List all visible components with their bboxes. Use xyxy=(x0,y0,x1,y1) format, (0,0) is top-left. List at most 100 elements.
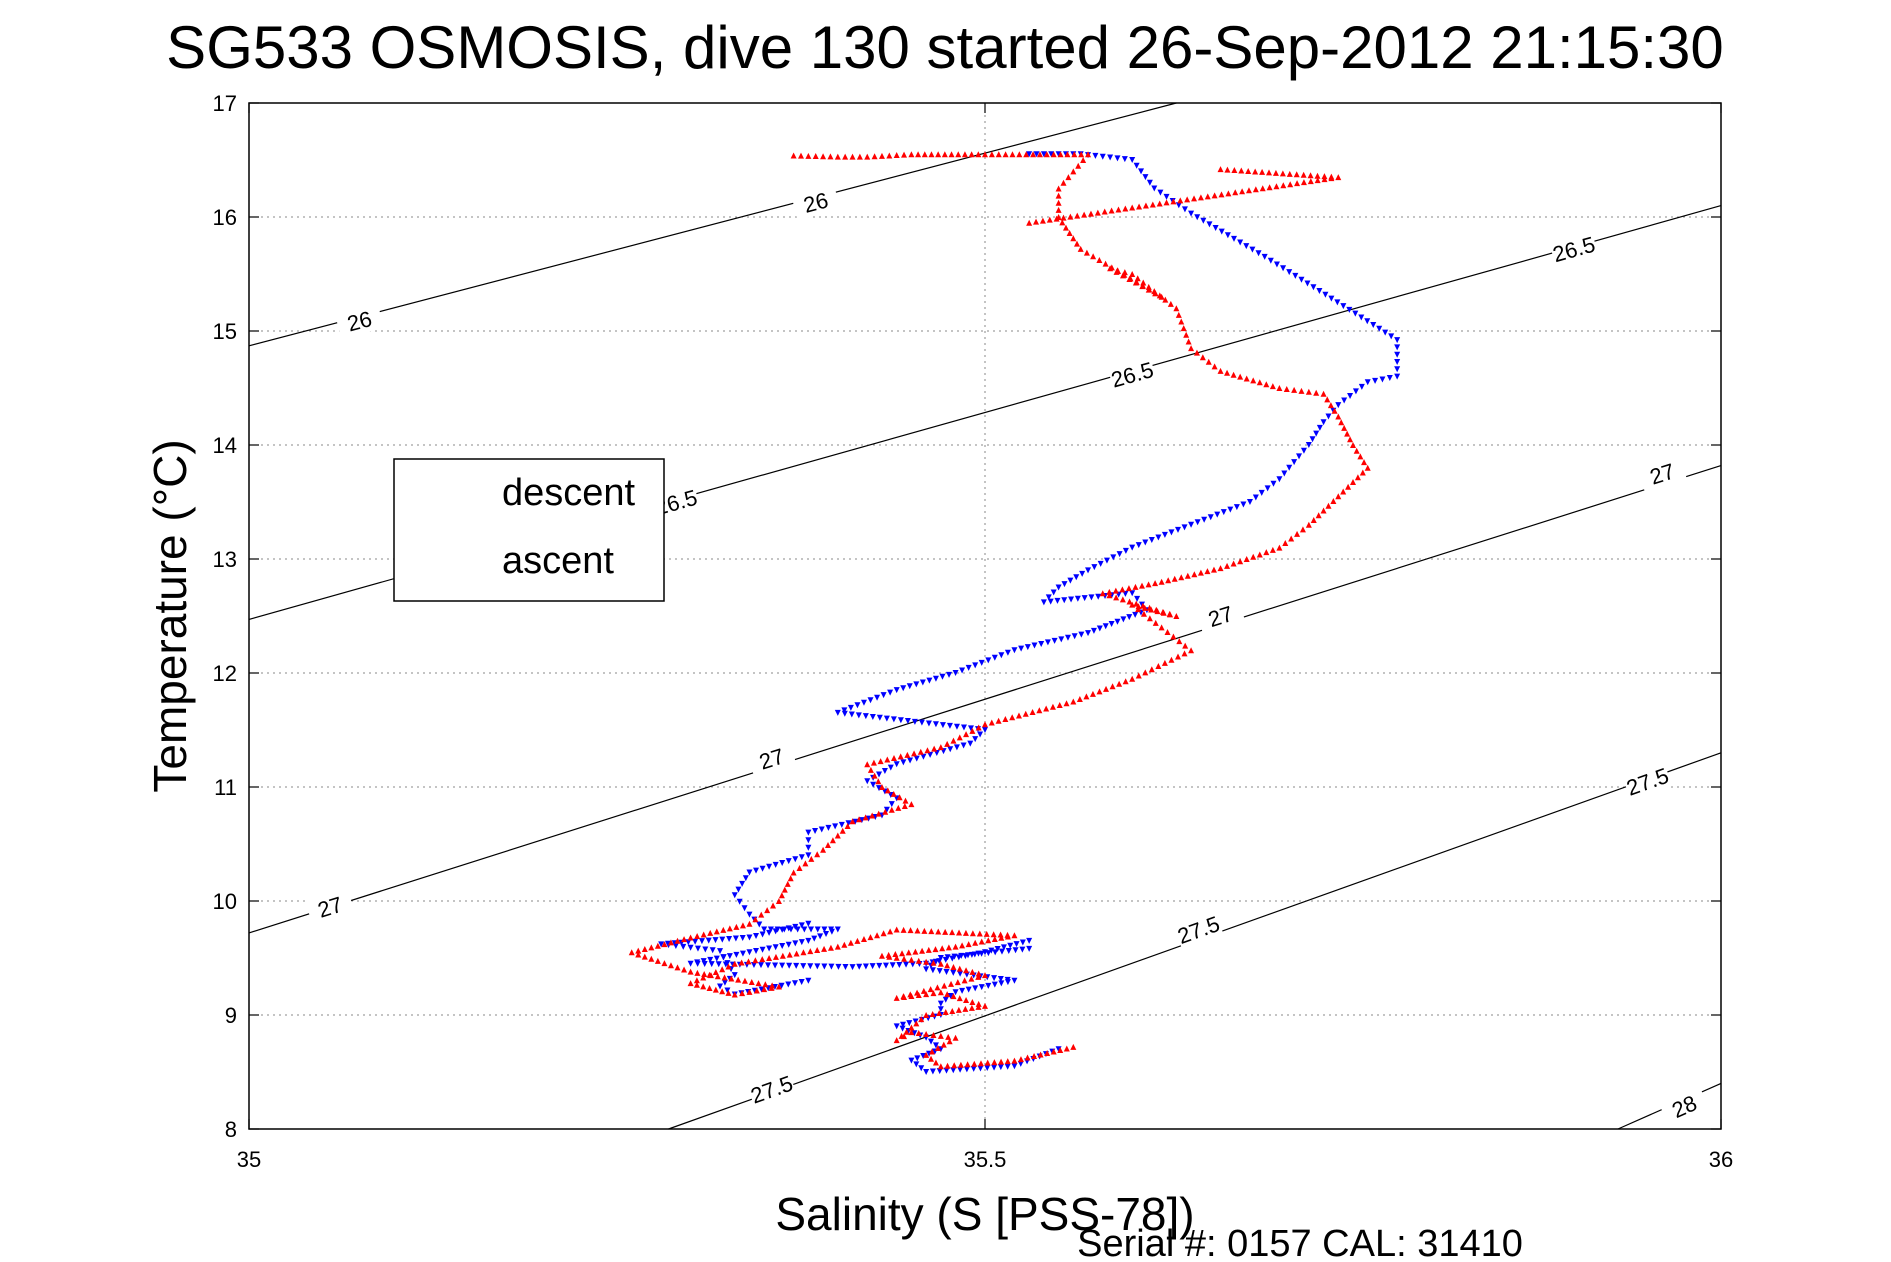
ascent-point xyxy=(687,980,694,987)
contour-label-bg xyxy=(334,302,384,339)
descent-point xyxy=(713,955,720,962)
descent-point xyxy=(687,960,694,967)
ascent-point xyxy=(950,993,957,1000)
descent-point xyxy=(1088,594,1095,601)
descent-point xyxy=(1107,154,1114,161)
ascent-point xyxy=(1083,249,1090,256)
descent-point xyxy=(1258,489,1265,496)
descent-point xyxy=(1394,359,1401,366)
descent-point xyxy=(1372,377,1379,384)
descent-point xyxy=(698,938,705,945)
descent-point xyxy=(1292,272,1299,279)
ascent-point xyxy=(820,846,827,853)
ascent-point xyxy=(1096,688,1103,695)
descent-point xyxy=(767,926,774,933)
descent-point xyxy=(1175,202,1182,209)
descent-point xyxy=(1051,637,1058,644)
ascent-point xyxy=(1184,196,1191,203)
ascent-point xyxy=(1256,379,1263,386)
ascent-point xyxy=(739,990,746,997)
ascent-point xyxy=(1210,566,1217,573)
ascent-point xyxy=(902,797,909,804)
descent-point xyxy=(958,952,965,959)
descent-point xyxy=(756,921,763,928)
ascent-point xyxy=(856,153,863,160)
descent-point xyxy=(869,713,876,720)
ascent-point xyxy=(1313,389,1320,396)
ascent-point xyxy=(827,944,834,951)
descent-point xyxy=(1044,639,1051,646)
ascent-point xyxy=(720,926,727,933)
ascent-point xyxy=(1063,700,1070,707)
ascent-point xyxy=(1133,600,1140,607)
ascent-point xyxy=(700,983,707,990)
ascent-point xyxy=(725,989,732,996)
descent-point xyxy=(1135,542,1142,549)
ascent-point xyxy=(959,942,966,949)
ascent-point xyxy=(998,934,1005,941)
ascent-point xyxy=(856,816,863,823)
ascent-point xyxy=(949,929,956,936)
ascent-point xyxy=(1230,560,1237,567)
descent-point xyxy=(985,982,992,989)
ascent-point xyxy=(1243,375,1250,382)
ascent-point xyxy=(1335,413,1342,420)
descent-point xyxy=(1146,179,1153,186)
ascent-point xyxy=(1089,690,1096,697)
ascent-point xyxy=(849,153,856,160)
contour-label-bg xyxy=(746,739,797,778)
ascent-point xyxy=(900,993,907,1000)
ascent-point xyxy=(1300,171,1307,178)
descent-point xyxy=(687,944,694,951)
ascent-point xyxy=(854,937,861,944)
ascent-point xyxy=(748,978,755,985)
descent-point xyxy=(1300,447,1307,454)
ascent-point xyxy=(1340,488,1347,495)
descent-point xyxy=(1114,155,1121,162)
ascent-point xyxy=(641,946,648,953)
ascent-point xyxy=(842,153,849,160)
ascent-point xyxy=(641,953,648,960)
ascent-point xyxy=(884,787,891,794)
descent-point xyxy=(1394,366,1401,373)
ascent-point xyxy=(1129,675,1136,682)
descent-point xyxy=(720,954,727,961)
ascent-point xyxy=(1199,354,1206,361)
ascent-point xyxy=(1211,192,1218,199)
ascent-point xyxy=(1060,179,1067,186)
ascent-point xyxy=(1129,271,1136,277)
ascent-point xyxy=(1115,268,1122,275)
descent-point xyxy=(1138,168,1145,175)
descent-point xyxy=(960,724,967,731)
ascent-point xyxy=(1055,185,1062,192)
descent-point xyxy=(970,1065,977,1072)
descent-point xyxy=(1328,295,1335,302)
ascent-point xyxy=(907,991,914,998)
ascent-point xyxy=(1161,659,1168,666)
descent-point xyxy=(1091,564,1098,571)
ascent-point xyxy=(674,964,681,971)
descent-point xyxy=(1224,232,1231,239)
ascent-point xyxy=(1294,180,1301,187)
descent-point xyxy=(1237,239,1244,246)
ascent-point xyxy=(1059,219,1066,226)
descent-point xyxy=(1157,189,1164,196)
descent-point xyxy=(726,953,733,960)
descent-point xyxy=(1142,174,1149,181)
descent-point xyxy=(1004,979,1011,986)
contour-label-bg xyxy=(1549,230,1599,268)
ascent-point xyxy=(1294,530,1301,537)
ascent-point xyxy=(1002,151,1009,158)
ascent-point xyxy=(1338,419,1345,426)
ascent-point xyxy=(946,1038,953,1045)
ascent-point xyxy=(731,991,738,998)
descent-point xyxy=(1064,634,1071,641)
descent-point xyxy=(943,1067,950,1074)
ascent-point xyxy=(1181,650,1188,657)
ascent-point xyxy=(1231,167,1238,174)
ascent-point xyxy=(1142,202,1149,209)
ascent-point xyxy=(1139,582,1146,589)
descent-point xyxy=(807,963,814,970)
ascent-point xyxy=(770,902,777,909)
ascent-point xyxy=(1156,200,1163,207)
